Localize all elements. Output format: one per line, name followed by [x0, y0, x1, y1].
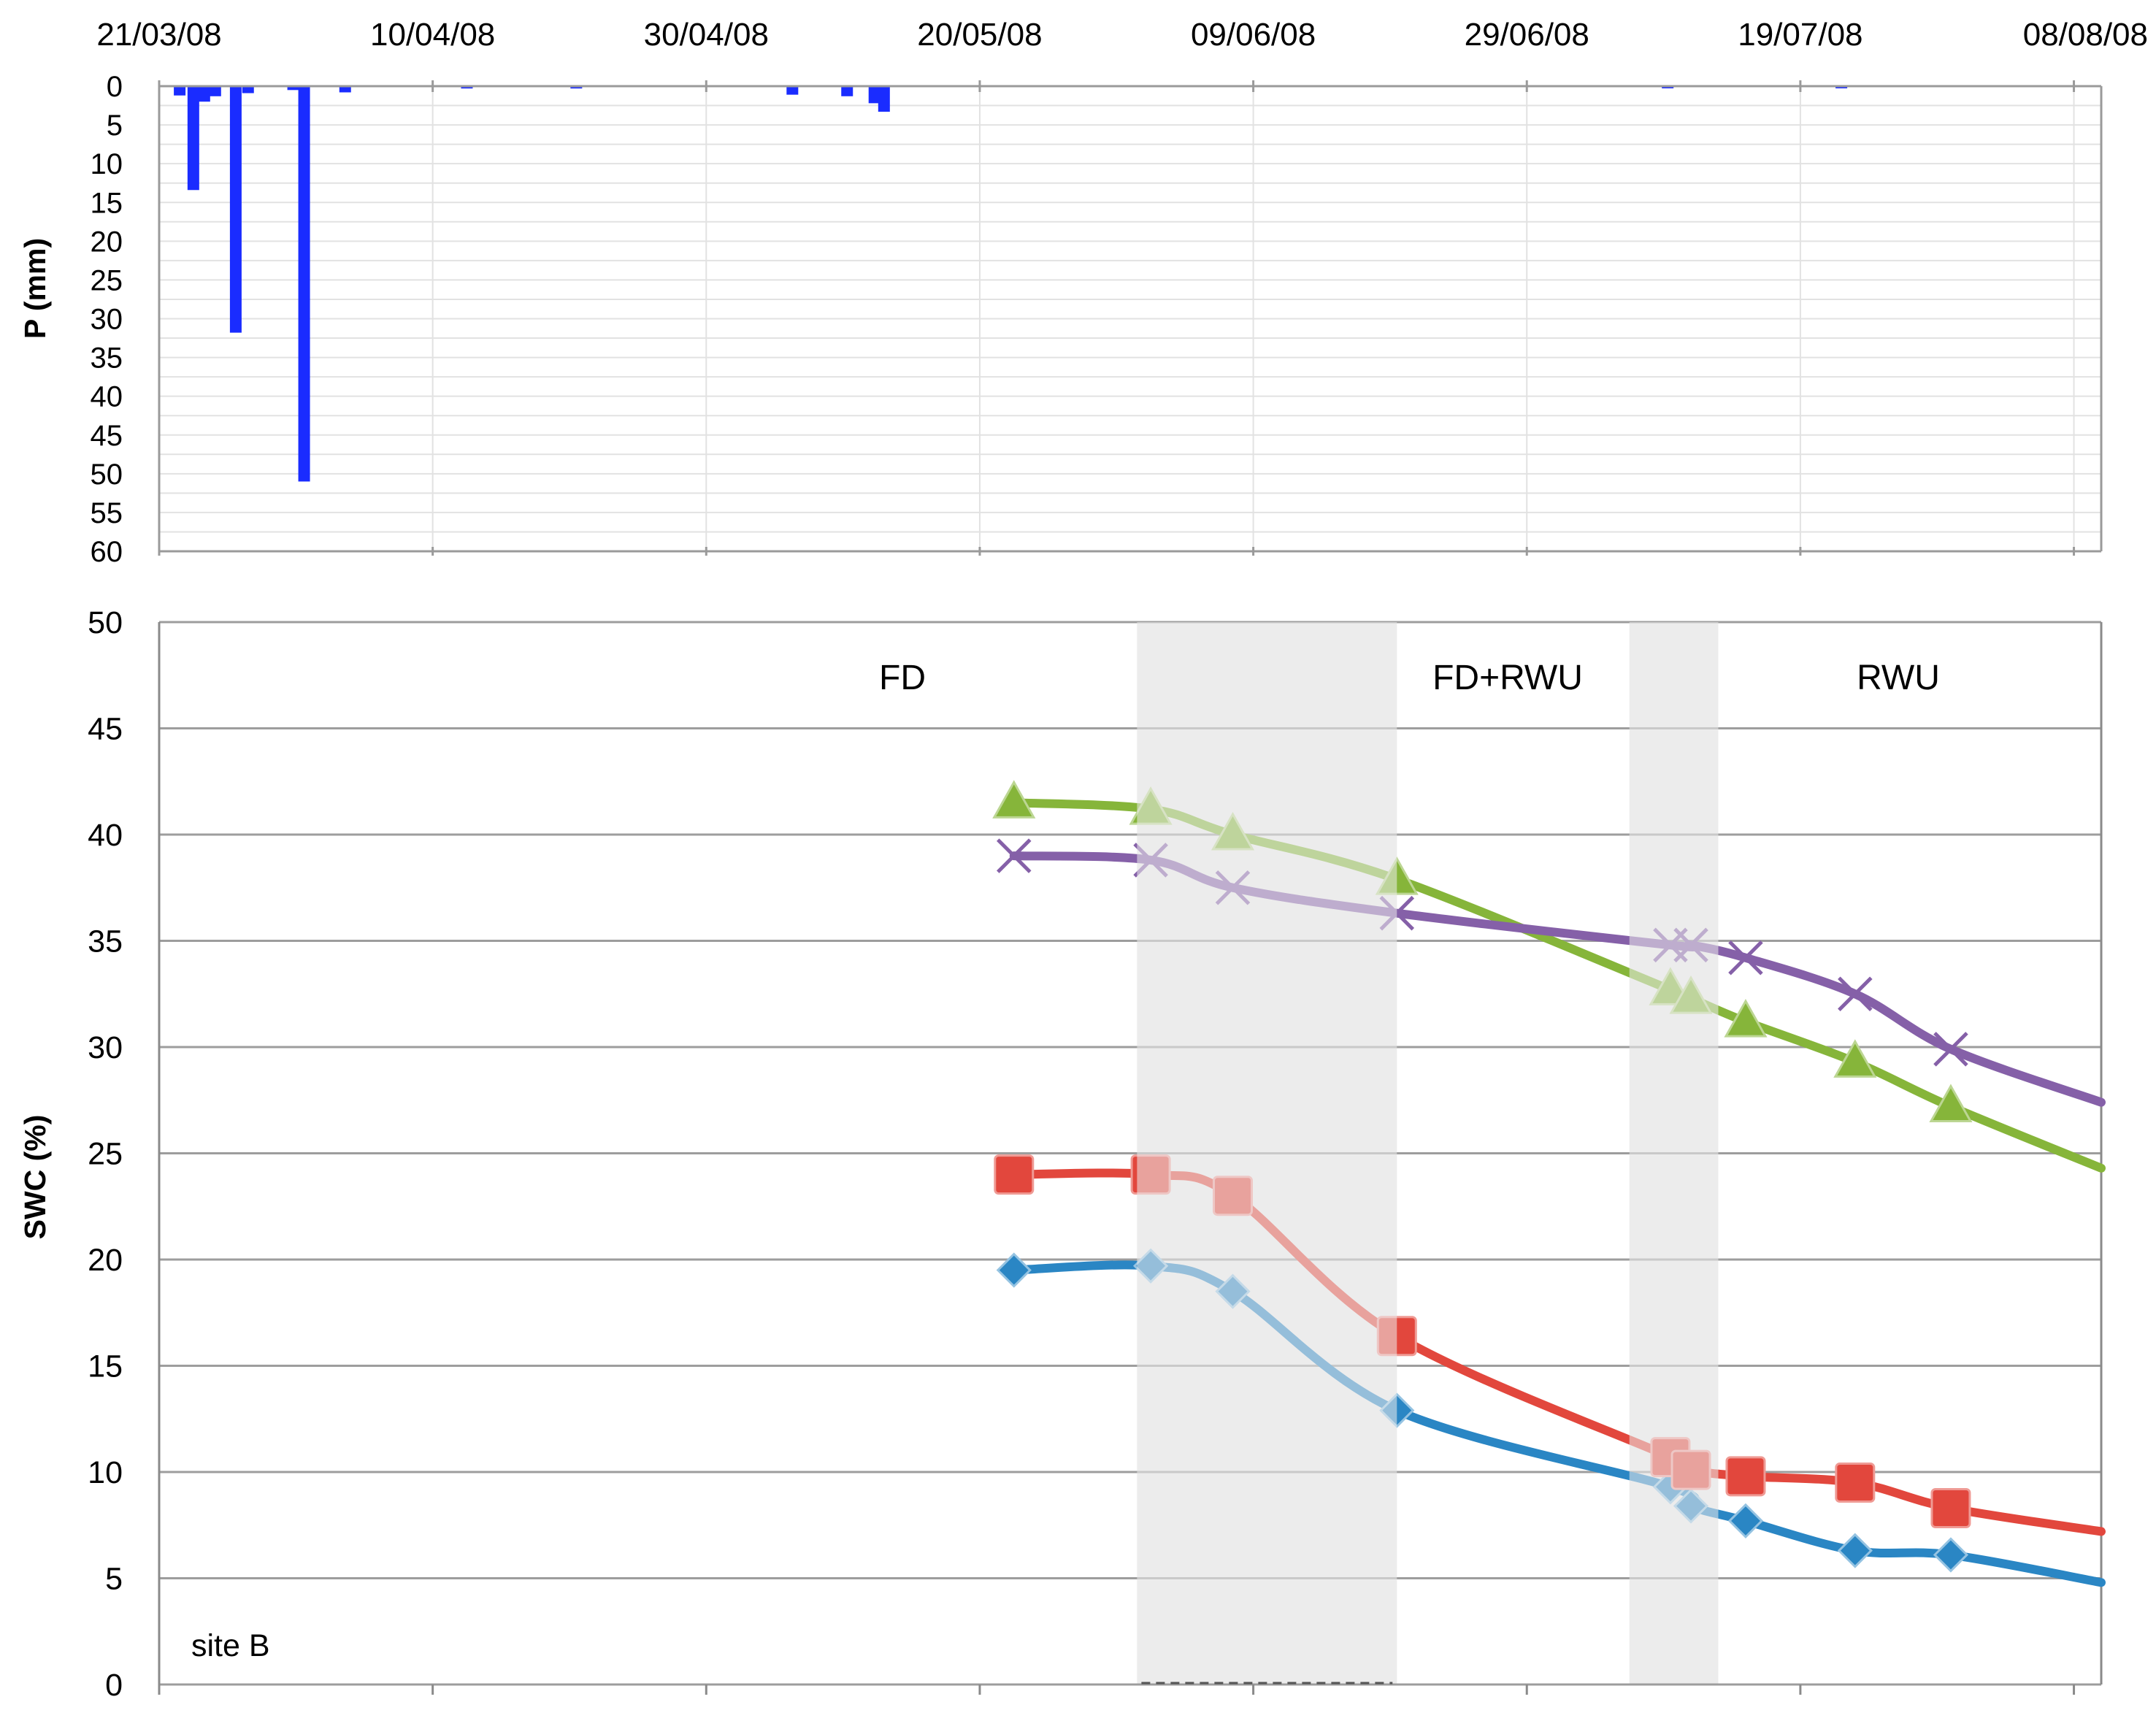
swc-gridlines [159, 621, 2101, 1686]
shaded-period-overlay [1137, 622, 1397, 1682]
swc-point-x [1933, 1032, 1968, 1067]
precip-bar [174, 86, 186, 96]
swc-point-diamond [1727, 1503, 1764, 1539]
date-tick-label: 29/06/08 [1465, 17, 1589, 53]
swc-y-tick-label: 35 [88, 924, 123, 959]
precip-bar [570, 86, 583, 89]
precip-bar [287, 86, 299, 91]
date-tick-label: 10/04/08 [370, 17, 495, 53]
date-tick-labels: 21/03/08 10/04/08 30/04/08 20/05/08 09/06/08… [96, 17, 2148, 53]
swc-point-diamond [996, 1252, 1032, 1288]
site-label: site B [191, 1628, 270, 1663]
swc-point-diamond [1837, 1533, 1873, 1568]
precip-y-tick-label: 45 [91, 420, 123, 452]
shaded-period-overlay [1629, 622, 1719, 1682]
precip-y-tick-label: 5 [107, 110, 123, 142]
date-tick-label: 09/06/08 [1191, 17, 1316, 53]
precip-panel: 0 5 10 15 20 25 30 35 40 45 50 55 60 21/03/08 10/04/0… [18, 17, 2148, 568]
swc-y-tick-labels: 0 5 10 15 20 25 30 35 40 45 50 [88, 605, 123, 1703]
precip-bar [878, 86, 890, 112]
precip-y-tick-label: 30 [91, 304, 123, 336]
swc-y-tick-label: 5 [105, 1562, 123, 1597]
precip-bar [198, 86, 210, 102]
swc-axis-label: SWC (%) [18, 1115, 52, 1240]
precip-bar [187, 86, 199, 191]
date-tick-label: 08/08/08 [2023, 17, 2148, 53]
swc-point-x [997, 838, 1032, 873]
date-tick-label: 30/04/08 [644, 17, 769, 53]
precip-y-tick-labels: 0 5 10 15 20 25 30 35 40 45 50 55 60 [91, 71, 123, 568]
swc-y-tick-label: 50 [88, 605, 123, 640]
swc-y-tick-label: 10 [88, 1455, 123, 1490]
swc-frame [158, 622, 2103, 1695]
precip-bar [339, 86, 351, 93]
swc-point-diamond [1933, 1537, 1969, 1573]
precip-y-tick-label: 35 [91, 342, 123, 375]
swc-point-square [994, 1154, 1035, 1195]
precip-bars [174, 86, 1848, 482]
swc-y-tick-label: 15 [88, 1349, 123, 1384]
precip-bar [868, 86, 881, 104]
swc-point-triangle [1724, 999, 1768, 1038]
precip-y-tick-label: 20 [91, 226, 123, 258]
swc-y-tick-label: 40 [88, 818, 123, 853]
precip-frame [158, 80, 2103, 556]
precip-y-tick-label: 60 [91, 536, 123, 568]
precip-y-tick-label: 55 [91, 497, 123, 529]
swc-point-x [1728, 940, 1763, 976]
precip-y-tick-label: 0 [107, 71, 123, 103]
precip-y-tick-label: 50 [91, 459, 123, 491]
precip-bar [298, 86, 310, 482]
annotation-rwu: RWU [1857, 659, 1940, 697]
date-tick-label: 19/07/08 [1738, 17, 1862, 53]
precip-bar [209, 86, 221, 96]
precip-bar [786, 86, 799, 95]
precip-y-tick-label: 40 [91, 381, 123, 413]
precip-y-tick-label: 10 [91, 148, 123, 180]
annotation-fd-rwu: FD+RWU [1432, 659, 1583, 697]
shade-overlay [1137, 622, 1719, 1682]
swc-panel: 0 5 10 15 20 25 30 35 40 45 50 SWC (%) FD FD+RWU R… [18, 605, 2106, 1703]
swc-y-tick-label: 30 [88, 1030, 123, 1065]
swc-point-square [1725, 1456, 1766, 1497]
swc-point-triangle [992, 780, 1036, 819]
swc-point-square [1835, 1463, 1876, 1503]
precip-bar [841, 86, 853, 96]
annotation-fd: FD [879, 659, 926, 697]
swc-y-tick-label: 20 [88, 1243, 123, 1278]
swc-point-x [1838, 976, 1873, 1012]
swc-point-square [1930, 1487, 1971, 1528]
swc-y-tick-label: 0 [105, 1668, 123, 1703]
precip-bar [229, 86, 242, 333]
precip-gridlines [158, 85, 2101, 552]
date-tick-label: 20/05/08 [917, 17, 1042, 53]
precip-axis-label: P (mm) [18, 238, 52, 339]
swc-point-triangle [1833, 1039, 1877, 1078]
precip-bar [242, 86, 254, 93]
precip-y-tick-label: 25 [91, 264, 123, 296]
swc-y-tick-label: 25 [88, 1137, 123, 1172]
swc-point-triangle [1929, 1084, 1973, 1122]
precip-y-tick-label: 15 [91, 187, 123, 219]
precip-bar [461, 86, 473, 89]
swc-y-tick-label: 45 [88, 712, 123, 747]
date-tick-label: 21/03/08 [96, 17, 221, 53]
